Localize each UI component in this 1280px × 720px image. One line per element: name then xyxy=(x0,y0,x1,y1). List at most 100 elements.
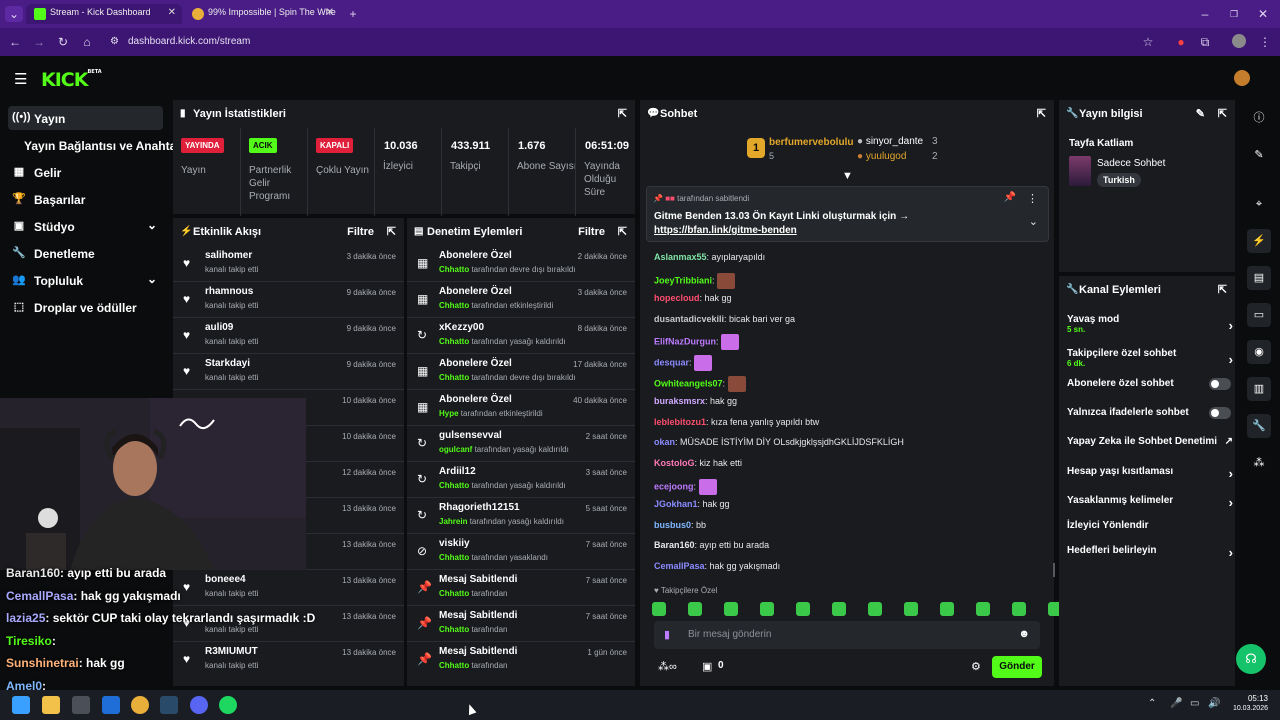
drops-icon[interactable]: ⁂ xyxy=(1253,457,1265,469)
chat-message[interactable]: dusantadicvekili: bicak bari ver ga xyxy=(654,314,795,324)
moderation-row[interactable]: ↻ xKezzy00 Chhatto tarafından yasağı kaldı… xyxy=(407,318,635,354)
mic-icon[interactable]: ▮ xyxy=(664,629,671,641)
new-tab-icon[interactable]: + xyxy=(349,7,357,21)
moderator-name[interactable]: Chhatto xyxy=(439,337,470,346)
close-tab-icon[interactable]: ✕ xyxy=(325,7,334,18)
chat-message[interactable]: JoeyTribbiani: xyxy=(654,272,736,289)
activity-row[interactable]: ♥ auli09 kanalı takip etti 9 dakika önce xyxy=(173,318,404,354)
chat-username[interactable]: okan xyxy=(654,437,676,448)
chrome-icon[interactable] xyxy=(131,696,149,714)
settings-gear-icon[interactable]: ⚙ xyxy=(971,661,981,673)
browser-menu-icon[interactable]: ⋮ xyxy=(1259,35,1271,49)
nav-item-yayin[interactable]: ((•)) Yayın xyxy=(8,106,163,130)
moderator-name[interactable]: Chhatto xyxy=(439,481,470,490)
tray-chevron-icon[interactable]: ⌃ xyxy=(1148,698,1157,709)
moderation-row[interactable]: ↻ gulsensevval ogulcanf tarafından yasağı … xyxy=(407,426,635,462)
outlook-icon[interactable] xyxy=(102,696,120,714)
moderator-name[interactable]: Chhatto xyxy=(439,625,470,634)
filter-button[interactable]: Filtre xyxy=(347,226,374,238)
clock-time[interactable]: 05:13 xyxy=(1247,694,1268,703)
channel-action-2[interactable]: Abonelere özel sohbet xyxy=(1067,378,1233,390)
kick-logo[interactable]: KICKBETA xyxy=(41,69,102,91)
channel-action-0[interactable]: Yavaş mod 5 sn. › xyxy=(1067,314,1233,334)
mic-icon[interactable]: 🎤 xyxy=(1170,698,1183,709)
chat-username[interactable]: dusantadicvekili xyxy=(654,313,725,324)
spotify-icon[interactable] xyxy=(219,696,237,714)
moderation-row[interactable]: ▦ Abonelere Özel Chhatto tarafından etkinl… xyxy=(407,282,635,318)
chat-message[interactable]: Baran160: ayıp etti bu arada xyxy=(654,540,769,550)
profile-avatar[interactable] xyxy=(1232,34,1246,48)
popout-icon[interactable]: ⇱ xyxy=(1217,108,1227,120)
moderator-name[interactable]: Jahrein xyxy=(439,517,468,526)
browser-tab-spin-wheel[interactable]: 99% Impossible | Spin The Whe ✕ xyxy=(184,4,340,24)
chat-message[interactable]: Aslanmax55: ayıplaryapıldı xyxy=(654,252,765,262)
pinned-link[interactable]: https://bfan.link/gitme-benden xyxy=(654,225,797,236)
edit-icon[interactable]: ✎ xyxy=(1254,149,1264,161)
chat-username[interactable]: ecejoong xyxy=(654,480,694,491)
moderation-row[interactable]: ↻ Rhagorieth12151 Jahrein tarafından yasağ… xyxy=(407,498,635,534)
moderator-name[interactable]: Chhatto xyxy=(439,661,470,670)
back-icon[interactable]: ← xyxy=(9,35,21,49)
chat-message[interactable]: CemallPasa: hak gg yakışmadı xyxy=(654,561,780,571)
broadcast-icon[interactable]: ◉ xyxy=(1247,340,1271,364)
moderation-row[interactable]: ⊘ viskiiy Chhatto tarafından yasaklandı 7 s… xyxy=(407,534,635,570)
channel-action-1[interactable]: Takipçilere özel sohbet 6 dk. › xyxy=(1067,348,1233,368)
emote-icon[interactable] xyxy=(724,602,738,616)
activity-row[interactable]: ♥ kanalı takip etti 13 dakika önce xyxy=(173,606,404,642)
url-field[interactable]: ⚙ dashboard.kick.com/stream xyxy=(104,32,1164,52)
chat-username[interactable]: hopecloud xyxy=(654,293,700,304)
moderator-name[interactable]: Hype xyxy=(439,409,459,418)
user-avatar[interactable] xyxy=(1234,70,1250,86)
network-icon[interactable]: ▭ xyxy=(1190,698,1200,709)
chat-input[interactable]: ▮ Bir mesaj gönderin ☻ xyxy=(654,621,1040,649)
file-explorer-icon[interactable] xyxy=(42,696,60,714)
maximize-icon[interactable]: ❐ xyxy=(1229,9,1239,19)
site-info-icon[interactable]: ⚙ xyxy=(110,36,119,47)
chat-username[interactable]: JoeyTribbiani xyxy=(654,274,713,285)
activity-row[interactable]: ♥ salihomer kanalı takip etti 3 dakika önce xyxy=(173,246,404,282)
chat-username[interactable]: busbus0 xyxy=(654,519,692,530)
moderation-row[interactable]: ▦ Abonelere Özel Chhatto tarafından devre … xyxy=(407,354,635,390)
moderator-name[interactable]: Chhatto xyxy=(439,553,470,562)
chat-message[interactable]: buraksmsrx: hak gg xyxy=(654,396,737,406)
emote-icon[interactable] xyxy=(940,602,954,616)
chevron-down-icon[interactable]: ⌄ xyxy=(1028,216,1038,228)
chat-username[interactable]: desquar xyxy=(654,357,690,368)
extension-icon[interactable]: ● xyxy=(1177,35,1185,49)
emote-icon[interactable] xyxy=(760,602,774,616)
popout-icon[interactable]: ⇱ xyxy=(1217,284,1227,296)
info-icon[interactable]: ⓘ xyxy=(1253,112,1265,124)
top-gifter-name[interactable]: berfumervebolulu xyxy=(769,137,854,148)
moderator-name[interactable]: Chhatto xyxy=(439,589,470,598)
send-button[interactable]: Gönder xyxy=(992,656,1042,678)
gifter-row[interactable]: ● yuulugod xyxy=(857,151,906,162)
stream-category[interactable]: Sadece Sohbet xyxy=(1097,158,1166,169)
chat-username[interactable]: CemallPasa xyxy=(654,561,705,571)
windows-start-icon[interactable] xyxy=(12,696,30,714)
channel-action-4[interactable]: Yapay Zeka ile Sohbet Denetimi ↗ xyxy=(1067,436,1233,447)
chat-username[interactable]: Owhiteangels07 xyxy=(654,377,723,388)
wrench-icon[interactable]: 🔧 xyxy=(1247,414,1271,438)
chat-message[interactable]: Owhiteangels07: xyxy=(654,375,746,392)
target-icon[interactable]: ⌖ xyxy=(1255,198,1263,210)
chat-message[interactable]: desquar: xyxy=(654,355,713,371)
moderator-name[interactable]: Chhatto xyxy=(439,301,470,310)
moderator-name[interactable]: ogulcanf xyxy=(439,445,473,454)
emote-icon[interactable] xyxy=(688,602,702,616)
chat-message[interactable]: KostoloG: kiz hak etti xyxy=(654,458,742,468)
activity-row[interactable]: ♥ R3MIUMUT kanalı takip etti 13 dakika önce xyxy=(173,642,404,678)
document-icon[interactable]: ▤ xyxy=(1247,266,1271,290)
popout-icon[interactable]: ⇱ xyxy=(617,108,627,120)
emote-icon[interactable] xyxy=(1048,602,1062,616)
filter-button[interactable]: Filtre xyxy=(578,226,605,238)
chat-message[interactable]: ElifNazDurgun: xyxy=(654,334,740,351)
bookmark-star-icon[interactable]: ☆ xyxy=(1142,35,1154,49)
minimize-icon[interactable]: – xyxy=(1201,7,1209,21)
chat-username[interactable]: Baran160 xyxy=(654,540,695,551)
moderation-row[interactable]: ▦ Abonelere Özel Chhatto tarafından devre … xyxy=(407,246,635,282)
home-icon[interactable]: ⌂ xyxy=(83,35,91,49)
chat-username[interactable]: ElifNazDurgun xyxy=(654,336,716,347)
chat-message[interactable]: hopecloud: hak gg xyxy=(654,293,732,303)
moderation-row[interactable]: 📌 Mesaj Sabitlendi Chhatto tarafından 1 gün… xyxy=(407,642,635,678)
chat-bubble-icon[interactable]: ▭ xyxy=(1247,303,1271,327)
